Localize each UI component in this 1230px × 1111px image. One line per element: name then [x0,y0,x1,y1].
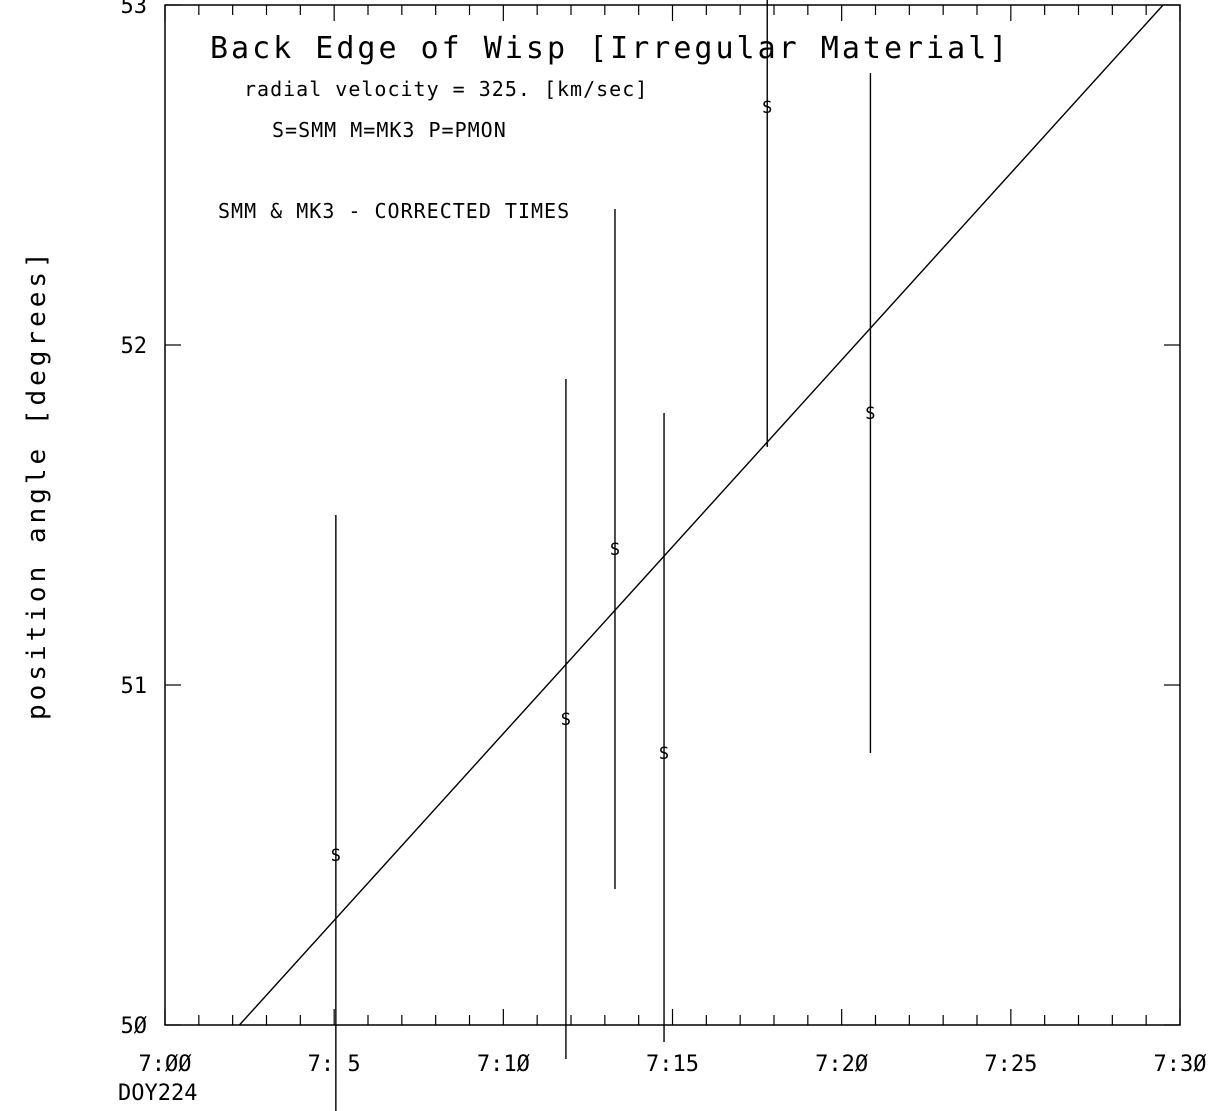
smm-point-marker: S [762,98,772,118]
x-tick-label: 7:2Ø [815,1052,868,1077]
smm-point-marker: S [561,710,571,730]
y-tick-label: 53 [121,0,148,19]
x-tick-label: 7:3Ø [1154,1052,1207,1077]
smm-point-marker: S [865,404,875,424]
ticks [164,4,1181,1026]
velocity-subtitle: radial velocity = 325. [km/sec] [244,77,648,101]
x-tick-label: 7:25 [984,1052,1037,1077]
y-axis-label: position angle [degrees] [22,248,52,720]
tick-labels: 7:ØØ 7: 5 7:1Ø 7:15 7:2Ø 7:25 7:3Ø 5Ø 51 52 53 [121,0,1207,1077]
error-bars [335,0,872,1111]
fit-line-group [238,4,1164,1026]
x-tick-label: 7:1Ø [477,1052,530,1077]
x-tick-label: 7:ØØ [139,1052,192,1077]
plot-frame [164,4,1181,1026]
data-markers: S S S S S S [331,98,876,866]
smm-point-marker: S [610,540,620,560]
chart-title: Back Edge of Wisp [Irregular Material] [210,31,1010,66]
y-tick-label: 51 [121,674,148,699]
x-axis-doy-label: DOY224 [118,1081,197,1106]
y-tick-label: 52 [121,334,148,359]
marker-key: S=SMM M=MK3 P=PMON [272,118,507,142]
x-tick-label: 7:15 [646,1052,699,1077]
y-tick-label: 5Ø [121,1014,148,1039]
smm-point-marker: S [659,744,669,764]
corrected-times-note: SMM & MK3 - CORRECTED TIMES [218,199,570,223]
fit-line [238,4,1164,1026]
smm-point-marker: S [331,846,341,866]
x-tick-label: 7: 5 [308,1052,361,1077]
